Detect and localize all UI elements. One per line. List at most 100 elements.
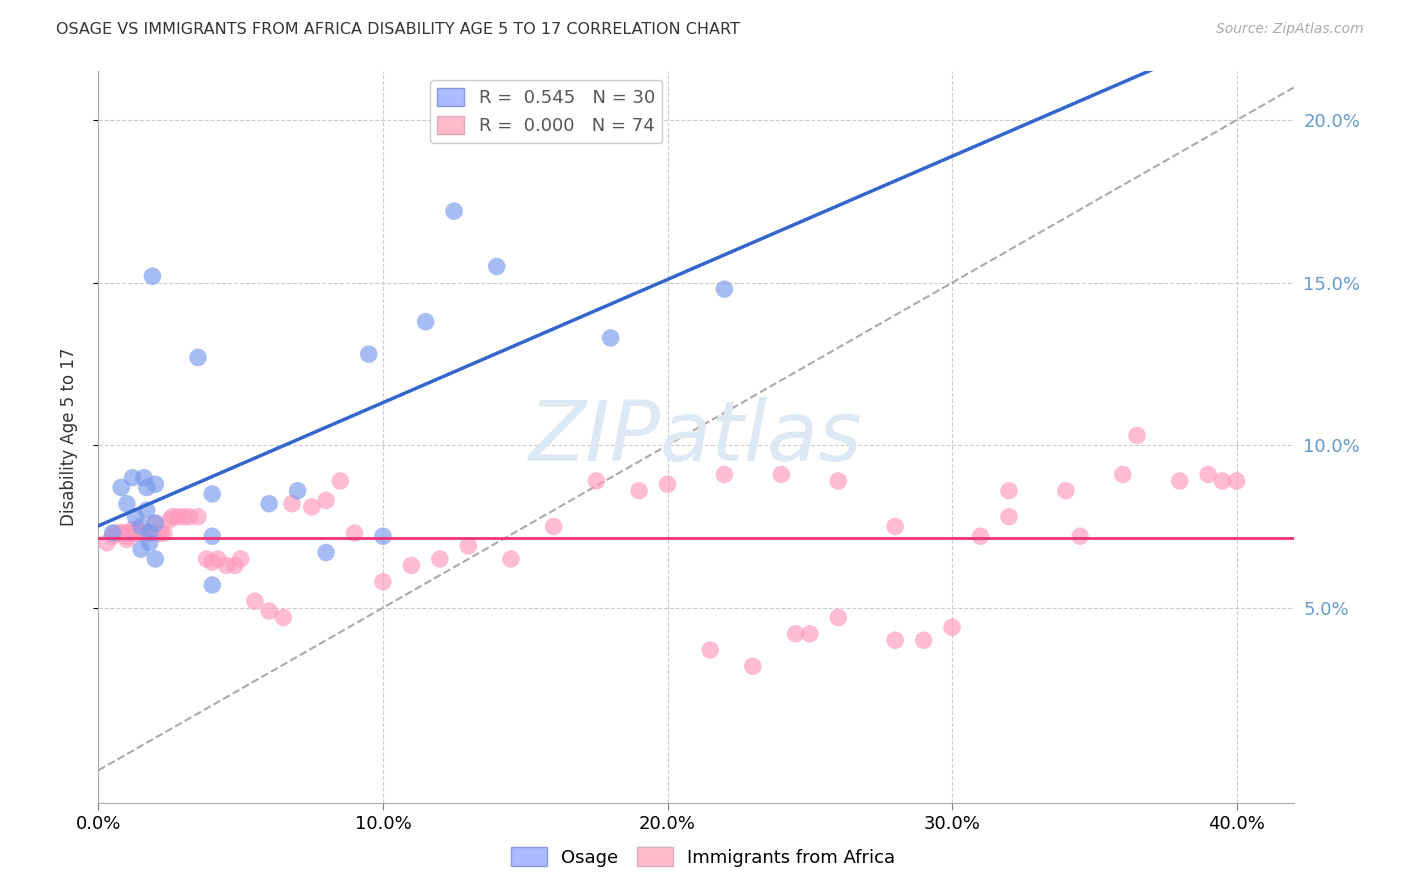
Point [827, 474, 849, 488]
Point [1126, 428, 1149, 442]
Point [187, 509, 209, 524]
Point [884, 519, 907, 533]
Point [118, 526, 141, 541]
Point [129, 526, 152, 541]
Point [138, 535, 160, 549]
Point [884, 633, 907, 648]
Point [585, 474, 607, 488]
Point [998, 483, 1021, 498]
Point [153, 526, 176, 541]
Point [628, 483, 651, 498]
Point [357, 347, 380, 361]
Point [315, 493, 337, 508]
Point [273, 610, 295, 624]
Point [207, 552, 229, 566]
Point [301, 500, 323, 514]
Point [143, 516, 166, 531]
Y-axis label: Disability Age 5 to 17: Disability Age 5 to 17 [59, 348, 77, 526]
Point [141, 269, 163, 284]
Point [1211, 474, 1233, 488]
Point [543, 519, 565, 533]
Point [499, 552, 522, 566]
Point [415, 315, 437, 329]
Point [127, 526, 149, 541]
Point [1054, 483, 1077, 498]
Point [457, 539, 479, 553]
Point [115, 533, 138, 547]
Point [148, 526, 170, 541]
Point [115, 497, 138, 511]
Point [371, 574, 394, 589]
Legend: R =  0.545   N = 30, R =  0.000   N = 74: R = 0.545 N = 30, R = 0.000 N = 74 [430, 80, 662, 143]
Point [287, 483, 309, 498]
Point [195, 552, 218, 566]
Point [129, 542, 152, 557]
Point [129, 519, 152, 533]
Point [121, 523, 143, 537]
Point [699, 643, 721, 657]
Point [315, 545, 337, 559]
Point [162, 509, 184, 524]
Point [371, 529, 394, 543]
Point [998, 509, 1021, 524]
Point [215, 558, 238, 573]
Legend: Osage, Immigrants from Africa: Osage, Immigrants from Africa [503, 840, 903, 874]
Point [143, 516, 166, 531]
Point [243, 594, 266, 608]
Point [167, 509, 190, 524]
Point [599, 331, 621, 345]
Point [115, 529, 138, 543]
Point [173, 509, 195, 524]
Point [104, 526, 127, 541]
Text: Source: ZipAtlas.com: Source: ZipAtlas.com [1216, 22, 1364, 37]
Point [799, 626, 821, 640]
Point [127, 523, 149, 537]
Point [713, 467, 735, 482]
Point [159, 513, 181, 527]
Point [135, 503, 157, 517]
Point [485, 260, 508, 274]
Point [657, 477, 679, 491]
Point [138, 526, 160, 541]
Point [969, 529, 991, 543]
Point [770, 467, 793, 482]
Point [110, 526, 132, 541]
Point [1168, 474, 1191, 488]
Point [141, 526, 163, 541]
Point [1197, 467, 1219, 482]
Point [112, 526, 135, 541]
Point [343, 526, 366, 541]
Point [429, 552, 451, 566]
Point [135, 480, 157, 494]
Point [187, 351, 209, 365]
Point [143, 477, 166, 491]
Point [143, 552, 166, 566]
Point [110, 480, 132, 494]
Point [179, 509, 201, 524]
Point [827, 610, 849, 624]
Point [138, 526, 160, 541]
Point [101, 526, 124, 541]
Point [329, 474, 352, 488]
Point [201, 578, 224, 592]
Point [124, 526, 146, 541]
Point [443, 204, 465, 219]
Point [785, 626, 807, 640]
Point [1226, 474, 1249, 488]
Point [96, 535, 118, 549]
Point [135, 526, 157, 541]
Point [107, 526, 129, 541]
Point [150, 526, 173, 541]
Point [713, 282, 735, 296]
Text: ZIPatlas: ZIPatlas [529, 397, 863, 477]
Point [1069, 529, 1091, 543]
Point [101, 529, 124, 543]
Point [281, 497, 304, 511]
Point [941, 620, 963, 634]
Point [201, 529, 224, 543]
Text: OSAGE VS IMMIGRANTS FROM AFRICA DISABILITY AGE 5 TO 17 CORRELATION CHART: OSAGE VS IMMIGRANTS FROM AFRICA DISABILI… [56, 22, 740, 37]
Point [1112, 467, 1135, 482]
Point [224, 558, 246, 573]
Point [257, 604, 280, 618]
Point [201, 487, 224, 501]
